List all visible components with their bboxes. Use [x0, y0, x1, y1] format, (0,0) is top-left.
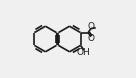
Text: O: O: [88, 22, 95, 31]
Text: O: O: [88, 34, 95, 43]
Text: OH: OH: [77, 48, 91, 57]
